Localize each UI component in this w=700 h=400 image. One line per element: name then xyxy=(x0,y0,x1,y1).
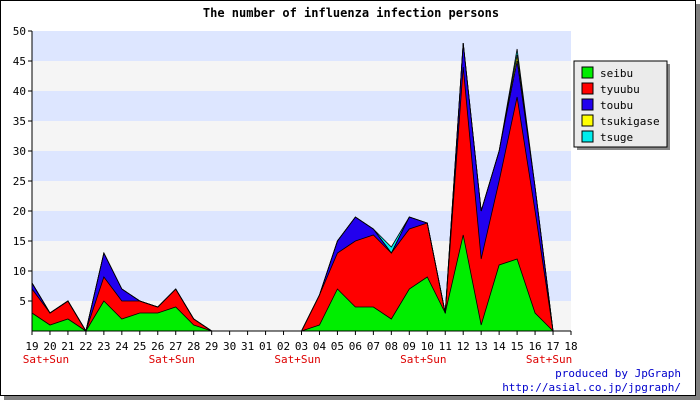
area-seibu xyxy=(32,235,571,331)
x-tick-label: 30 xyxy=(223,340,236,353)
x-tick-label: 07 xyxy=(367,340,380,353)
grid-band xyxy=(32,181,571,211)
weekend-label: Sat+Sun xyxy=(149,353,195,366)
y-tick-label: 10 xyxy=(13,265,26,278)
y-tick-label: 15 xyxy=(13,235,26,248)
credit-producer: produced by JpGraph xyxy=(555,367,681,380)
y-tick-label: 25 xyxy=(13,175,26,188)
x-tick-label: 02 xyxy=(277,340,290,353)
y-tick-label: 30 xyxy=(13,145,26,158)
x-tick-label: 08 xyxy=(385,340,398,353)
x-tick-label: 23 xyxy=(97,340,110,353)
stacked-areas xyxy=(32,43,571,331)
x-tick-label: 16 xyxy=(528,340,541,353)
x-tick-label: 27 xyxy=(169,340,182,353)
x-tick-label: 31 xyxy=(241,340,254,353)
x-tick-label: 05 xyxy=(331,340,344,353)
credit-url[interactable]: http://asial.co.jp/jpgraph/ xyxy=(502,381,681,394)
x-tick-label: 04 xyxy=(313,340,327,353)
y-tick-label: 40 xyxy=(13,85,26,98)
chart-title: The number of influenza infection person… xyxy=(203,6,499,20)
x-tick-label: 17 xyxy=(546,340,559,353)
weekend-label: Sat+Sun xyxy=(526,353,572,366)
credit: produced by JpGraph http://asial.co.jp/j… xyxy=(502,367,681,395)
legend-swatch-tsuge xyxy=(581,130,594,143)
weekend-label: Sat+Sun xyxy=(400,353,446,366)
legend-label-tsuge: tsuge xyxy=(600,131,633,144)
legend: seibu tyuubu toubu tsukigase tsuge xyxy=(573,60,670,150)
weekend-label: Sat+Sun xyxy=(274,353,320,366)
x-tick-label: 03 xyxy=(295,340,308,353)
influenza-area-chart: 5 10 15 20 25 30 35 40 45 50 19 20 21 22 23 24 25 26 27 28 2… xyxy=(13,6,670,366)
legend-swatch-seibu xyxy=(581,66,594,79)
x-tick-label: 09 xyxy=(403,340,416,353)
x-tick-label: 19 xyxy=(25,340,38,353)
legend-swatch-tyuubu xyxy=(581,82,594,95)
area-toubu xyxy=(32,43,571,331)
x-tick-label: 06 xyxy=(349,340,362,353)
grid-band xyxy=(32,151,571,181)
x-tick-label: 13 xyxy=(475,340,488,353)
grid-band xyxy=(32,61,571,91)
x-tick-label: 10 xyxy=(421,340,434,353)
y-tick-label: 35 xyxy=(13,115,26,128)
area-tyuubu xyxy=(32,67,571,331)
legend-swatch-toubu xyxy=(581,98,594,111)
y-tick-label: 5 xyxy=(19,295,26,308)
grid-band xyxy=(32,121,571,151)
x-tick-label: 18 xyxy=(564,340,577,353)
legend-label-tsukigase: tsukigase xyxy=(600,115,660,128)
x-tick-label: 22 xyxy=(79,340,92,353)
x-tick-label: 20 xyxy=(43,340,56,353)
legend-label-toubu: toubu xyxy=(600,99,633,112)
x-tick-label: 29 xyxy=(205,340,218,353)
legend-label-seibu: seibu xyxy=(600,67,633,80)
x-tick-label: 15 xyxy=(510,340,523,353)
axes: 5 10 15 20 25 30 35 40 45 50 19 20 21 22 23 24 25 26 27 28 2… xyxy=(13,25,578,366)
x-tick-label: 21 xyxy=(61,340,74,353)
y-tick-label: 45 xyxy=(13,55,26,68)
weekend-label: Sat+Sun xyxy=(23,353,69,366)
x-tick-label: 14 xyxy=(493,340,507,353)
grid-band xyxy=(32,91,571,121)
x-tick-label: 26 xyxy=(151,340,164,353)
grid-band xyxy=(32,31,571,61)
x-tick-label: 25 xyxy=(133,340,146,353)
y-tick-label: 50 xyxy=(13,25,26,38)
x-tick-label: 11 xyxy=(439,340,452,353)
x-tick-label: 12 xyxy=(457,340,470,353)
x-tick-label: 01 xyxy=(259,340,272,353)
x-tick-label: 24 xyxy=(115,340,129,353)
y-tick-label: 20 xyxy=(13,205,26,218)
legend-label-tyuubu: tyuubu xyxy=(600,83,640,96)
legend-swatch-tsukigase xyxy=(581,114,594,127)
x-tick-label: 28 xyxy=(187,340,200,353)
